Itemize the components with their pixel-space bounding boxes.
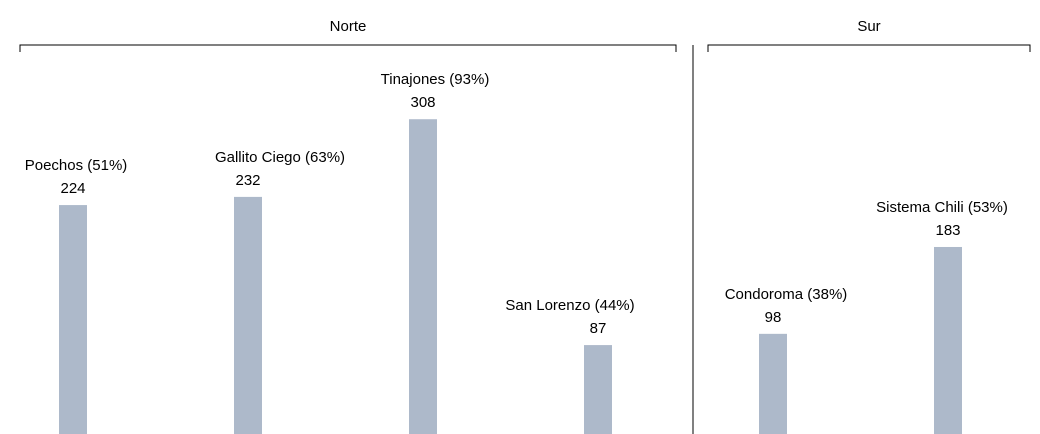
category-label: Tinajones (93%)	[381, 71, 490, 88]
category-label: Sistema Chili (53%)	[876, 199, 1008, 216]
value-label: 87	[590, 320, 607, 337]
value-label: 183	[935, 222, 960, 239]
value-label: 308	[410, 94, 435, 111]
bar	[759, 333, 787, 434]
bar	[409, 119, 437, 434]
value-label: 98	[765, 309, 782, 326]
category-label: Poechos (51%)	[25, 157, 128, 174]
value-label: 232	[235, 172, 260, 189]
bar	[234, 196, 262, 434]
bar	[934, 246, 962, 434]
bar	[584, 345, 612, 434]
bar	[59, 205, 87, 434]
group-bracket	[707, 44, 1031, 52]
group-label: Norte	[330, 18, 367, 35]
value-label: 224	[60, 180, 85, 197]
group-bracket	[19, 44, 677, 52]
category-label: Condoroma (38%)	[725, 286, 848, 303]
category-label: Gallito Ciego (63%)	[215, 149, 345, 166]
category-label: San Lorenzo (44%)	[505, 297, 634, 314]
group-label: Sur	[857, 18, 880, 35]
